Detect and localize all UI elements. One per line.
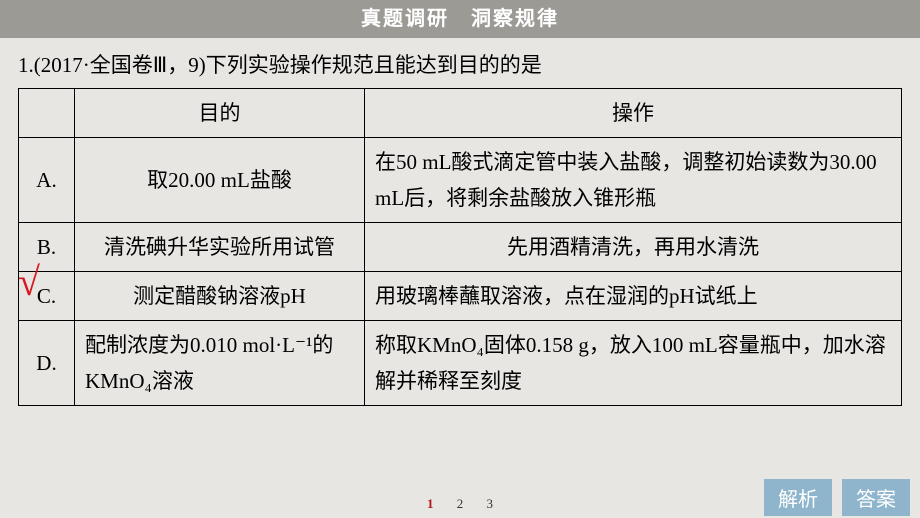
table-header-blank	[19, 89, 75, 138]
table-row: B. 清洗碘升华实验所用试管 先用酒精清洗，再用水清洗	[19, 223, 902, 272]
option-purpose-d: 配制浓度为0.010 mol·L⁻¹的KMnO₄溶液	[75, 321, 365, 406]
question-line: 1.(2017·全国卷Ⅲ，9)下列实验操作规范且能达到目的的是	[18, 48, 902, 82]
option-operation-b: 先用酒精清洗，再用水清洗	[365, 223, 902, 272]
option-operation-a: 在50 mL酸式滴定管中装入盐酸，调整初始读数为30.00 mL后，将剩余盐酸放…	[365, 138, 902, 223]
explain-button[interactable]: 解析	[764, 479, 832, 516]
table-row: A. 取20.00 mL盐酸 在50 mL酸式滴定管中装入盐酸，调整初始读数为3…	[19, 138, 902, 223]
option-purpose-c: 测定醋酸钠溶液pH	[75, 272, 365, 321]
option-purpose-b: 清洗碘升华实验所用试管	[75, 223, 365, 272]
option-label-d: D.	[19, 321, 75, 406]
table-row: D. 配制浓度为0.010 mol·L⁻¹的KMnO₄溶液 称取KMnO₄固体0…	[19, 321, 902, 406]
option-operation-d: 称取KMnO₄固体0.158 g，放入100 mL容量瓶中，加水溶解并稀释至刻度	[365, 321, 902, 406]
option-label-a: A.	[19, 138, 75, 223]
pager-page-1[interactable]: 1	[427, 496, 434, 511]
question-number: 1.	[18, 53, 34, 77]
content-area: 1.(2017·全国卷Ⅲ，9)下列实验操作规范且能达到目的的是 目的 操作 A.…	[0, 38, 920, 406]
header-title: 真题调研 洞察规律	[361, 8, 559, 30]
table-header-row: 目的 操作	[19, 89, 902, 138]
pager-page-3[interactable]: 3	[487, 496, 494, 511]
option-label-b: B.	[19, 223, 75, 272]
question-source: (2017·全国卷Ⅲ，9)	[34, 53, 206, 77]
footer-buttons: 解析 答案	[758, 479, 910, 516]
question-stem: 下列实验操作规范且能达到目的的是	[206, 53, 542, 77]
option-purpose-a: 取20.00 mL盐酸	[75, 138, 365, 223]
option-label-c: C.	[19, 272, 75, 321]
options-table: 目的 操作 A. 取20.00 mL盐酸 在50 mL酸式滴定管中装入盐酸，调整…	[18, 88, 902, 406]
table-row: C. 测定醋酸钠溶液pH 用玻璃棒蘸取溶液，点在湿润的pH试纸上	[19, 272, 902, 321]
pager-page-2[interactable]: 2	[457, 496, 464, 511]
table-header-operation: 操作	[365, 89, 902, 138]
table-header-purpose: 目的	[75, 89, 365, 138]
option-operation-c: 用玻璃棒蘸取溶液，点在湿润的pH试纸上	[365, 272, 902, 321]
header-bar: 真题调研 洞察规律	[0, 0, 920, 38]
answer-button[interactable]: 答案	[842, 479, 910, 516]
